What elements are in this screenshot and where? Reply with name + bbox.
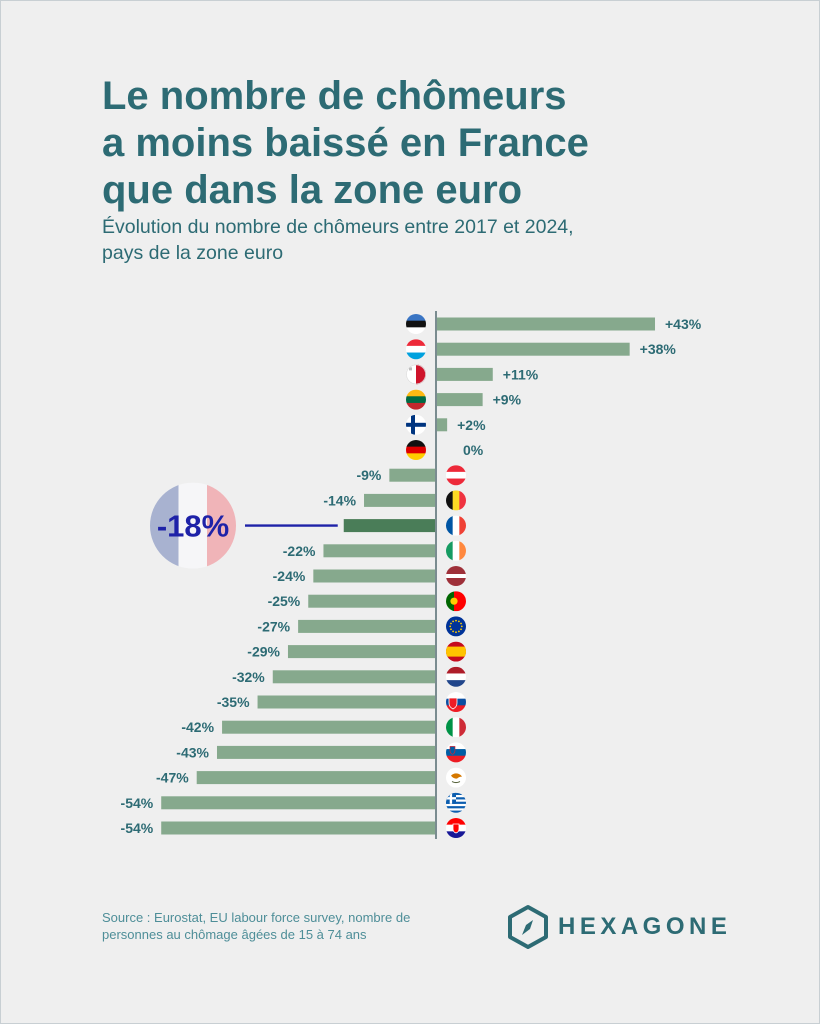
bar-malte: [437, 367, 493, 381]
value-label-portugal: -25%: [268, 593, 301, 609]
highlight-value-label: -18%: [157, 509, 229, 544]
bar-finlande: [437, 418, 448, 432]
spain-flag-icon: [446, 641, 466, 662]
greece-flag-icon: [446, 792, 466, 813]
chart-subtitle: Évolution du nombre de chômeurs entre 20…: [102, 214, 762, 266]
bar-lettonie: [313, 569, 435, 583]
value-label-irlande: -22%: [283, 543, 316, 559]
value-label-slovenie: -43%: [176, 744, 209, 760]
value-label-malte: +11%: [503, 366, 539, 382]
malta-flag-icon: [406, 364, 426, 385]
netherlands-flag-icon: [446, 666, 466, 687]
title-line-2: a moins baissé en France: [102, 121, 589, 165]
croatia-flag-icon: [446, 818, 466, 838]
lithuania-flag-icon: [406, 389, 426, 410]
eu-flag-icon: [446, 616, 466, 637]
subtitle-line-1: Évolution du nombre de chômeurs entre 20…: [102, 216, 574, 238]
value-label-lettonie: -24%: [273, 568, 306, 584]
luxembourg-flag-icon: [406, 339, 426, 360]
finland-flag-icon: [406, 414, 426, 435]
slovenia-flag-icon: [446, 742, 466, 763]
value-label-croatie: -54%: [121, 820, 154, 836]
hexagone-logo-icon: [508, 905, 548, 949]
bar-slovenie: [216, 745, 435, 759]
bar-lituanie: [437, 393, 483, 407]
bar-autriche: [389, 468, 435, 482]
bar-france: [343, 519, 435, 533]
bar-irlande: [323, 544, 435, 558]
germany-flag-icon: [406, 440, 426, 460]
title-line-1: Le nombre de chômeurs: [102, 74, 567, 118]
portugal-flag-icon: [446, 591, 466, 612]
value-label-italie: -42%: [181, 719, 214, 735]
slovakia-flag-icon: [446, 692, 466, 712]
latvia-flag-icon: [446, 566, 466, 586]
value-label-luxembourg: +38%: [640, 341, 677, 357]
france-flag-icon: [446, 515, 466, 536]
ireland-flag-icon: [446, 540, 466, 561]
bar-pays-bas: [272, 670, 435, 684]
bar-portugal: [308, 594, 435, 608]
value-label-zone-euro: -27%: [257, 618, 290, 634]
bar-italie: [222, 720, 435, 734]
value-label-lituanie: +9%: [493, 392, 522, 408]
value-label-grece: -54%: [121, 795, 154, 811]
hexagone-logo: HEXAGONE: [506, 904, 736, 950]
value-label-finlande: +2%: [457, 417, 486, 433]
austria-flag-icon: [446, 465, 466, 486]
subtitle-line-2: pays de la zone euro: [102, 242, 284, 264]
value-label-estonie: +43%: [665, 316, 702, 332]
value-label-belgique: -14%: [323, 492, 356, 508]
bar-croatie: [161, 821, 435, 835]
value-label-chypre: -47%: [156, 770, 189, 786]
bar-zone-euro: [298, 619, 435, 633]
title-line-3: que dans la zone euro: [102, 168, 523, 212]
bar-grece: [161, 796, 435, 810]
italy-flag-icon: [446, 717, 466, 738]
estonia-flag-icon: [406, 314, 426, 334]
chart-title: Le nombre de chômeurs a moins baissé en …: [102, 73, 742, 214]
value-label-pays-bas: -32%: [232, 669, 265, 685]
bar-slovaquie: [257, 695, 435, 709]
bar-espagne: [287, 645, 435, 659]
bar-chypre: [196, 771, 435, 785]
bar-luxembourg: [437, 342, 630, 356]
value-label-allemagne: 0%: [463, 442, 484, 458]
bar-belgique: [364, 493, 435, 507]
value-label-slovaquie: -35%: [217, 694, 250, 710]
bar-estonie: [437, 317, 656, 331]
bar-chart: +43% +38% +11% +9% +2% 0% -9%-14% -18% -22% -24% -…: [121, 311, 702, 839]
source-line-2: personnes au chômage âgées de 15 à 74 an…: [102, 927, 367, 942]
belgium-flag-icon: [446, 490, 466, 511]
value-label-autriche: -9%: [356, 467, 381, 483]
cyprus-flag-icon: [446, 767, 466, 788]
source-line-1: Source : Eurostat, EU labour force surve…: [102, 910, 411, 925]
value-label-espagne: -29%: [247, 644, 280, 660]
source-note: Source : Eurostat, EU labour force surve…: [102, 909, 482, 943]
brand-name: HEXAGONE: [558, 913, 732, 940]
